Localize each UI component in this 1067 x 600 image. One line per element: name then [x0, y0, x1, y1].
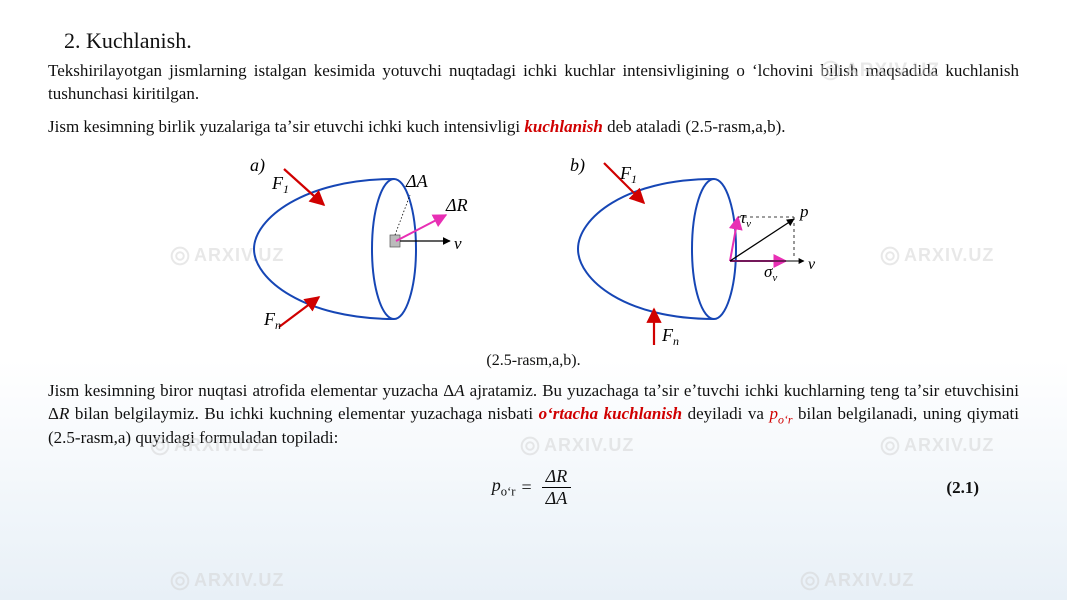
def-post: deb ataladi (2.5-rasm,a,b). [603, 117, 786, 136]
svg-text:Fn: Fn [661, 325, 679, 348]
equation: poʻr = ΔR ΔA [492, 466, 575, 509]
intro-paragraph: Tekshirilayotgan jismlarning istalgan ke… [48, 60, 1019, 106]
svg-text:τν: τν [740, 208, 751, 230]
definition-paragraph: Jism kesimning birlik yuzalariga taʼsir … [48, 116, 1019, 139]
explanation-paragraph: Jism kesimning biror nuqtasi atrofida el… [48, 380, 1019, 450]
svg-text:p: p [799, 202, 809, 221]
equation-row: poʻr = ΔR ΔA (2.1) [48, 466, 1019, 509]
svg-text:ΔA: ΔA [405, 171, 429, 191]
svg-text:Fn: Fn [263, 309, 281, 332]
figure-caption: (2.5-rasm,a,b). [48, 352, 1019, 370]
figure-b: b) F1 Fn τν σν p ν [554, 149, 854, 354]
section-title: 2. Kuchlanish. [64, 28, 1019, 54]
def-keyword: kuchlanish [524, 117, 602, 136]
svg-text:F1: F1 [619, 163, 637, 186]
svg-text:b): b) [570, 155, 585, 176]
svg-text:F1: F1 [271, 173, 289, 196]
figure-row: a) F1 Fn ΔA ΔR ν [48, 149, 1019, 354]
svg-text:ν: ν [454, 234, 462, 253]
avg-stress-keyword: oʻrtacha kuchlanish [539, 404, 682, 423]
svg-text:ΔR: ΔR [445, 195, 468, 215]
figure-a: a) F1 Fn ΔA ΔR ν [214, 149, 494, 354]
svg-text:ν: ν [808, 256, 816, 273]
fig-a-label: a) [250, 155, 265, 176]
equation-number: (2.1) [946, 478, 979, 498]
svg-text:σν: σν [764, 262, 777, 284]
def-pre: Jism kesimning birlik yuzalariga taʼsir … [48, 117, 524, 136]
p-or-symbol: poʻr [769, 404, 792, 423]
